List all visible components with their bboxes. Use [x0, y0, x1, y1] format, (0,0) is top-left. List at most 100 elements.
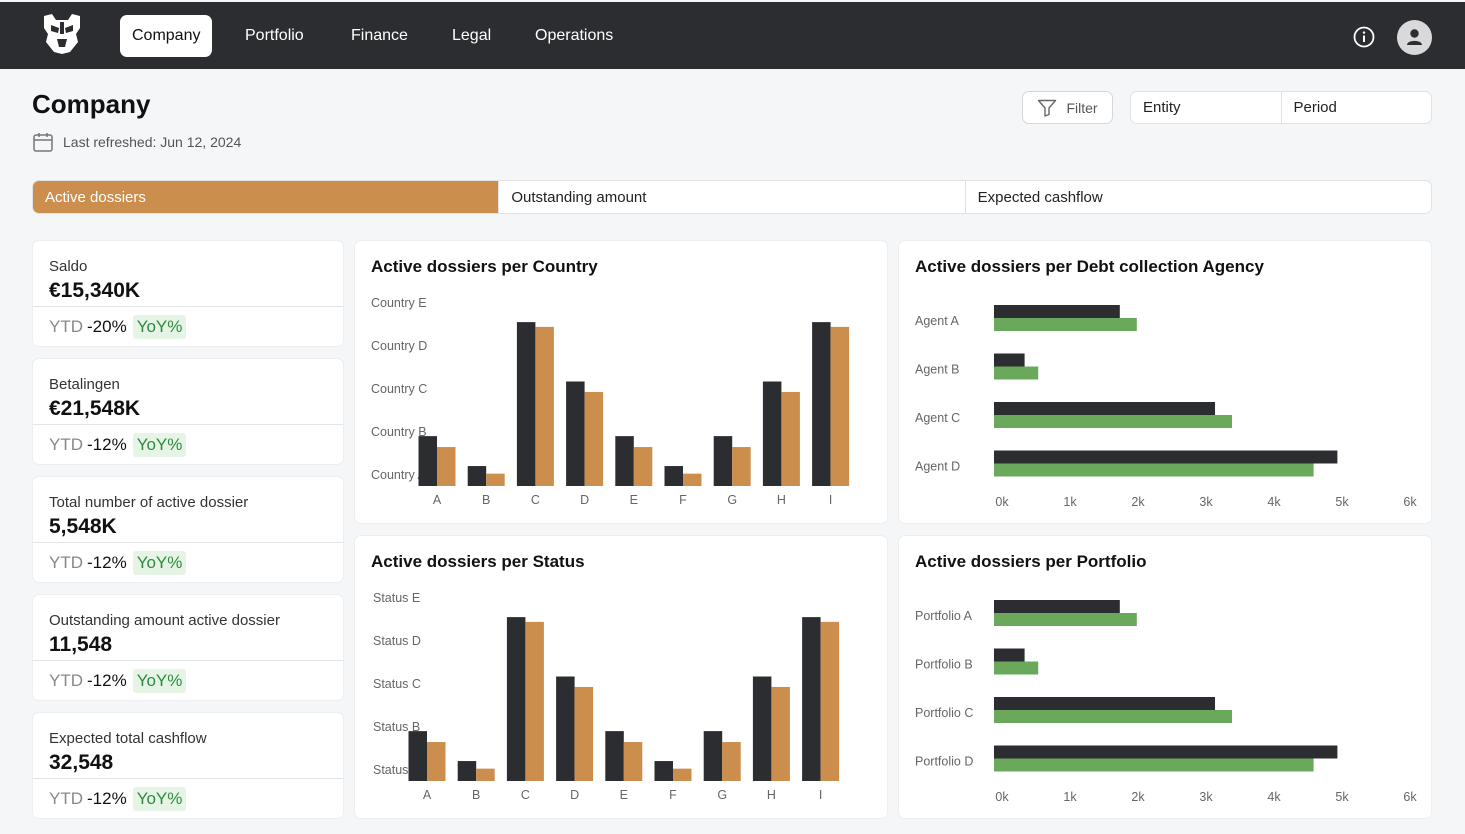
bar: [752, 676, 772, 781]
x-tick-label: 3k: [1199, 495, 1213, 509]
kpi-ytd-label: YTD: [49, 553, 83, 572]
bar: [994, 463, 1314, 477]
chart-card-portfolio: Active dossiers per Portfolio Portfolio …: [898, 535, 1432, 819]
x-tick-label: I: [829, 493, 832, 507]
user-avatar-button[interactable]: [1397, 20, 1432, 55]
chart-card-country: Active dossiers per Country Country A Cou…: [354, 240, 888, 524]
y-tick-label: Country D: [371, 339, 427, 353]
kpi-ytd-label: YTD: [49, 317, 83, 336]
filter-button[interactable]: Filter: [1022, 91, 1113, 124]
tab-active-dossiers[interactable]: Active dossiers: [33, 181, 499, 213]
bar: [623, 742, 643, 781]
x-tick-label: 4k: [1267, 790, 1281, 804]
chart-title: Active dossiers per Debt collection Agen…: [915, 257, 1264, 276]
bar: [722, 742, 741, 781]
chart-status: Status A Status B Status C Status D Status E…: [373, 591, 840, 802]
bar: [408, 731, 427, 781]
x-tick-label: F: [669, 788, 677, 802]
kpi-ytd-label: YTD: [49, 435, 83, 454]
bar: [633, 447, 653, 486]
y-tick-label: Portfolio C: [915, 706, 973, 720]
x-tick-label: 1k: [1063, 495, 1077, 509]
last-refreshed-text: Last refreshed: Jun 12, 2024: [63, 134, 242, 150]
y-tick-label: Agent A: [915, 314, 959, 328]
x-tick-label: A: [433, 493, 442, 507]
x-tick-label: B: [472, 788, 480, 802]
kpi-yoy-badge: YoY%: [132, 315, 187, 339]
bar: [673, 768, 692, 781]
x-tick-label: G: [717, 788, 727, 802]
tab-outstanding-amount[interactable]: Outstanding amount: [498, 181, 964, 213]
kpi-divider: [33, 424, 343, 425]
info-icon[interactable]: [1353, 26, 1375, 48]
x-tick-label: C: [531, 493, 540, 507]
bar: [574, 686, 594, 781]
x-tick-label: B: [482, 493, 490, 507]
bar: [994, 305, 1120, 318]
y-tick-label: Agent C: [915, 411, 960, 425]
nav-tab-operations[interactable]: Operations: [535, 27, 614, 44]
kpi-ytd-label: YTD: [49, 671, 83, 690]
x-tick-label: D: [570, 788, 579, 802]
bar: [994, 758, 1314, 772]
chart-title: Active dossiers per Status: [371, 552, 585, 571]
kpi-yoy-badge: YoY%: [132, 787, 187, 811]
nav-tab-legal[interactable]: Legal: [452, 27, 492, 44]
kpi-change: -20%: [87, 317, 127, 336]
bar: [427, 742, 446, 781]
last-refreshed: Last refreshed: Jun 12, 2024: [32, 131, 241, 153]
x-tick-label: H: [777, 493, 786, 507]
kpi-label: Expected total cashflow: [49, 730, 207, 747]
y-tick-label: Country E: [371, 296, 427, 310]
y-tick-label: Status B: [373, 720, 420, 734]
period-select[interactable]: Period: [1280, 92, 1432, 123]
y-tick-label: Country B: [371, 425, 427, 439]
bar: [476, 768, 495, 781]
chart-card-status: Active dossiers per Status Status A Statu…: [354, 535, 888, 819]
x-tick-label: F: [679, 493, 687, 507]
robot-mask-logo[interactable]: [40, 12, 84, 56]
y-tick-label: Portfolio D: [915, 755, 973, 769]
nav-tab-portfolio[interactable]: Portfolio: [245, 27, 304, 44]
bar: [605, 731, 624, 781]
x-tick-label: E: [630, 493, 638, 507]
bar: [664, 466, 683, 486]
entity-select[interactable]: Entity: [1143, 99, 1181, 116]
y-tick-label: Status C: [373, 677, 421, 691]
bar: [994, 648, 1025, 662]
x-tick-label: 2k: [1131, 790, 1145, 804]
kpi-card-total-active-dossier: Total number of active dossier 5,548K YT…: [32, 476, 344, 583]
y-tick-label: Portfolio B: [915, 658, 973, 672]
nav-tab-company[interactable]: Company: [120, 15, 213, 57]
nav-tab-finance[interactable]: Finance: [351, 27, 408, 44]
bar: [994, 402, 1215, 415]
y-tick-label: Status A: [373, 763, 420, 777]
bar: [732, 447, 751, 486]
bar: [683, 473, 702, 486]
chart-portfolio: Portfolio A Portfolio B Portfolio C Portfol…: [915, 600, 1417, 804]
chart-title: Active dossiers per Country: [371, 257, 598, 276]
kpi-divider: [33, 660, 343, 661]
kpi-footer: YTD -12% YoY%: [49, 668, 187, 694]
kpi-change: -12%: [87, 671, 127, 690]
bar: [994, 600, 1120, 613]
bar: [994, 697, 1215, 710]
kpi-yoy-badge: YoY%: [132, 669, 187, 693]
y-tick-label: Status E: [373, 591, 420, 605]
bar: [771, 686, 790, 781]
bar: [994, 450, 1338, 464]
bar: [467, 466, 487, 486]
bar: [820, 621, 840, 781]
bar: [584, 391, 604, 486]
kpi-divider: [33, 306, 343, 307]
kpi-change: -12%: [87, 553, 127, 572]
kpi-card-betalingen: Betalingen €21,548K YTD -12% YoY%: [32, 358, 344, 465]
bar: [994, 353, 1025, 367]
x-tick-label: A: [423, 788, 432, 802]
bar: [535, 326, 554, 486]
bar: [994, 613, 1137, 626]
tab-expected-cashflow[interactable]: Expected cashflow: [964, 181, 1431, 213]
user-icon: [1407, 29, 1422, 45]
chart-agency: Agent A Agent B Agent C Agent D 0k 1k 2k 3k 4k 5k…: [915, 305, 1417, 509]
x-tick-label: 5k: [1335, 495, 1349, 509]
